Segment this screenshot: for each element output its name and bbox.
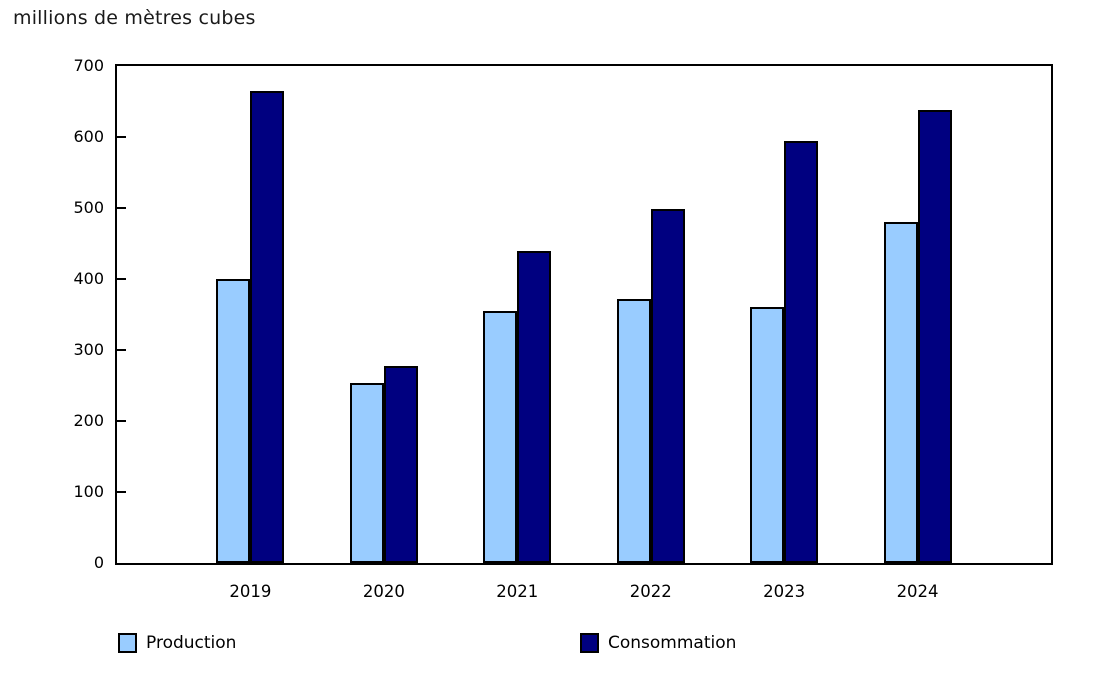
x-axis-label-2022: 2022 [629,582,672,601]
x-axis-label-2021: 2021 [496,582,539,601]
y-axis-tick-100 [117,491,126,493]
chart-title: millions de mètres cubes [13,7,256,29]
legend-label-production: Production [146,633,237,653]
y-axis-tick-200 [117,420,126,422]
bar-production-2022 [616,298,651,563]
x-axis-label-2020: 2020 [362,582,405,601]
y-axis-tick-500 [117,207,126,209]
x-axis-label-2023: 2023 [763,582,806,601]
bar-production-2023 [750,307,785,563]
bar-consommation-2023 [784,141,819,563]
y-axis-tick-400 [117,278,126,280]
legend-label-consommation: Consommation [608,633,737,653]
bar-consommation-2024 [917,110,952,563]
y-axis-label-0: 0 [93,553,104,572]
bar-consommation-2022 [650,209,685,563]
y-axis-label-700: 700 [73,56,104,75]
x-axis-label-2024: 2024 [896,582,939,601]
bar-production-2024 [883,222,918,563]
y-axis-tick-600 [117,136,126,138]
bar-production-2020 [349,383,384,563]
legend-swatch-production [118,633,137,653]
bar-production-2019 [216,279,251,563]
y-axis-label-600: 600 [73,127,104,146]
y-axis-label-500: 500 [73,198,104,217]
bar-consommation-2020 [383,365,418,563]
legend-swatch-consommation [580,633,599,653]
y-axis-label-200: 200 [73,411,104,430]
y-axis-label-400: 400 [73,269,104,288]
y-axis-label-100: 100 [73,482,104,501]
bar-consommation-2021 [517,250,552,563]
y-axis-label-300: 300 [73,340,104,359]
legend-item-production: Production [118,631,236,655]
y-axis-tick-300 [117,349,126,351]
bar-consommation-2019 [250,90,285,563]
legend-item-consommation: Consommation [580,631,736,655]
bar-production-2021 [483,310,518,563]
x-axis-label-2019: 2019 [229,582,272,601]
